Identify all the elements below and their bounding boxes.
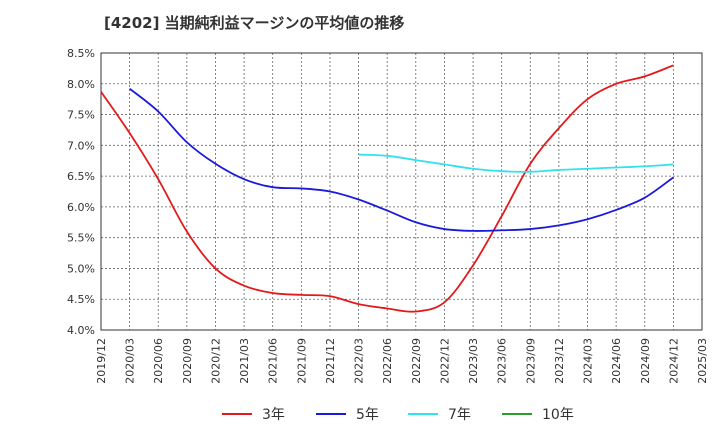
x-tick-label: 2020/03 — [124, 338, 137, 384]
legend-label-4: 10年 — [542, 407, 574, 423]
y-tick-label: 8.0% — [67, 78, 95, 91]
y-tick-label: 6.0% — [67, 201, 95, 214]
x-tick-label: 2024/03 — [582, 338, 595, 384]
series-line-2 — [129, 87, 674, 232]
x-tick-label: 2020/06 — [152, 338, 165, 384]
x-tick-label: 2025/03 — [696, 338, 709, 384]
y-tick-label: 4.0% — [67, 324, 95, 337]
y-tick-label: 7.0% — [67, 139, 95, 152]
legend-label-2: 5年 — [356, 407, 379, 423]
legend-label-3: 7年 — [448, 407, 471, 423]
y-tick-label: 7.5% — [67, 109, 95, 122]
x-tick-label: 2019/12 — [95, 338, 108, 384]
x-tick-label: 2023/06 — [496, 338, 509, 384]
x-tick-label: 2021/06 — [267, 338, 280, 384]
x-tick-label: 2022/09 — [410, 338, 423, 384]
y-tick-label: 5.0% — [67, 262, 95, 275]
x-tick-label: 2022/06 — [381, 338, 394, 384]
x-tick-label: 2020/09 — [181, 338, 194, 384]
x-tick-label: 2024/09 — [639, 338, 652, 384]
x-tick-label: 2021/09 — [295, 338, 308, 384]
series-layer — [100, 64, 674, 313]
x-tick-label: 2022/12 — [438, 338, 451, 384]
x-tick-label: 2024/12 — [667, 338, 680, 384]
legend: 3年 5年 7年 10年 — [222, 407, 574, 423]
grid-layer — [100, 52, 703, 331]
series-line-3 — [358, 153, 674, 173]
y-tick-label: 8.5% — [67, 47, 95, 60]
y-tick-label: 4.5% — [67, 293, 95, 306]
x-tick-label: 2023/09 — [524, 338, 537, 384]
plot-area — [101, 53, 702, 330]
x-tick-label: 2021/03 — [238, 338, 251, 384]
legend-label-1: 3年 — [262, 407, 285, 423]
chart-title: [4202] 当期純利益マージンの平均値の推移 — [104, 14, 405, 32]
x-tick-label: 2024/06 — [610, 338, 623, 384]
x-tick-label: 2021/12 — [324, 338, 337, 384]
y-tick-label: 5.5% — [67, 232, 95, 245]
plot-border — [100, 52, 703, 331]
x-tick-label: 2023/03 — [467, 338, 480, 384]
x-tick-label: 2020/12 — [209, 338, 222, 384]
x-tick-label: 2023/12 — [553, 338, 566, 384]
axis-layer: 4.0% 4.5% 5.0% 5.5% 6.0% 6.5% 7.0% 7.5% 8.0% 8.5%… — [67, 47, 709, 384]
series-line-1 — [100, 64, 674, 313]
y-tick-label: 6.5% — [67, 170, 95, 183]
x-tick-label: 2022/03 — [353, 338, 366, 384]
